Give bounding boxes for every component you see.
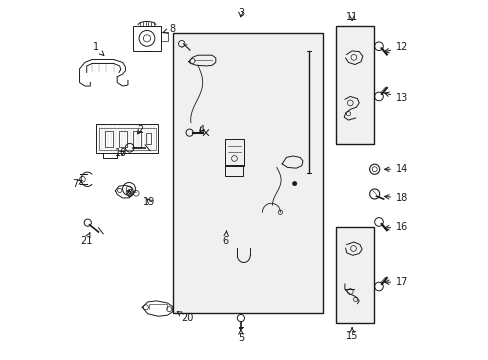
Text: 16: 16 [384,222,407,231]
Bar [335,26,373,144]
Bar [96,125,158,153]
Text: 18: 18 [384,193,407,203]
Text: 4: 4 [198,125,204,135]
Text: 6: 6 [223,230,228,246]
Text: 8: 8 [163,24,176,35]
Text: 10: 10 [115,148,127,158]
Text: 13: 13 [384,92,407,103]
Text: 21: 21 [80,233,92,246]
Text: 1: 1 [92,42,104,55]
Text: 12: 12 [384,42,407,53]
Text: 5: 5 [237,330,244,343]
Bar [119,131,126,147]
Bar [225,165,243,176]
Text: 3: 3 [237,8,244,18]
Text: 20: 20 [177,311,193,323]
Text: 19: 19 [143,197,155,207]
Bar [335,226,373,323]
Bar [99,128,155,149]
Circle shape [292,181,296,186]
Text: 2: 2 [137,125,143,135]
Text: 17: 17 [384,277,407,287]
Bar [172,33,323,313]
Text: 7: 7 [72,179,82,189]
Text: 15: 15 [345,328,358,341]
Bar [224,139,244,166]
Bar [132,26,161,51]
Text: 14: 14 [384,164,407,174]
Bar [104,131,112,147]
Bar [145,134,151,144]
Bar [161,32,167,41]
Text: 11: 11 [345,12,358,22]
Text: 9: 9 [126,189,132,199]
Bar [133,131,141,147]
